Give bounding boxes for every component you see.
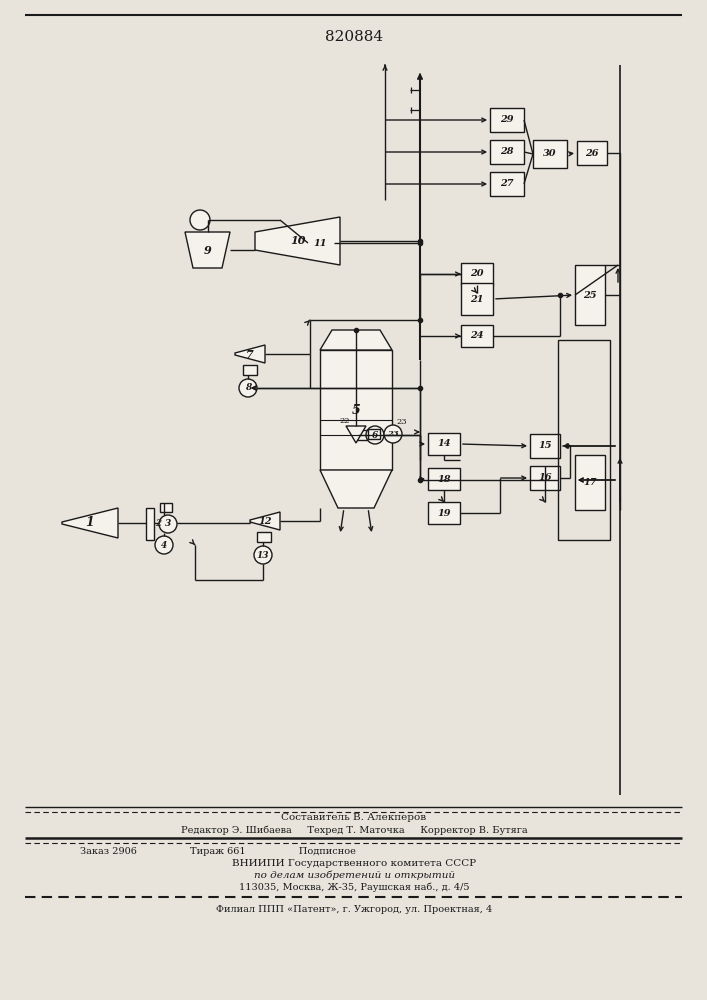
Bar (490, 108, 524, 132)
Bar (428, 502, 460, 524)
Bar (490, 172, 524, 196)
Circle shape (155, 536, 173, 554)
Text: 5: 5 (351, 403, 361, 416)
Circle shape (366, 426, 384, 444)
Circle shape (384, 425, 402, 443)
Text: 9: 9 (204, 244, 212, 255)
Bar (243, 365, 257, 375)
Polygon shape (255, 217, 340, 265)
Circle shape (254, 546, 272, 564)
Polygon shape (320, 470, 392, 508)
Text: 8: 8 (245, 383, 251, 392)
Text: 6: 6 (372, 430, 378, 440)
Text: 21: 21 (470, 294, 484, 304)
Text: 113035, Москва, Ж-35, Раушская наб., д. 4/5: 113035, Москва, Ж-35, Раушская наб., д. … (239, 882, 469, 892)
Bar (461, 263, 493, 285)
Bar (558, 340, 610, 540)
Text: 14: 14 (437, 440, 451, 448)
Text: 27: 27 (501, 180, 514, 188)
Polygon shape (250, 512, 280, 530)
Text: 28: 28 (501, 147, 514, 156)
Text: Составитель В. Алекперов: Составитель В. Алекперов (281, 814, 426, 822)
Bar (490, 140, 524, 164)
Text: Филиал ППП «Патент», г. Ужгород, ул. Проектная, 4: Филиал ППП «Патент», г. Ужгород, ул. Про… (216, 904, 492, 914)
Circle shape (239, 379, 257, 397)
Circle shape (306, 229, 334, 257)
Bar (530, 466, 560, 490)
Text: 15: 15 (538, 442, 551, 450)
Bar (530, 434, 560, 458)
Bar (257, 532, 271, 542)
Bar (461, 325, 493, 347)
Polygon shape (320, 330, 392, 350)
Bar (368, 429, 380, 439)
Text: 29: 29 (501, 115, 514, 124)
Bar (356, 430, 370, 440)
Polygon shape (235, 345, 265, 363)
Text: 10: 10 (291, 235, 305, 246)
Bar (146, 508, 154, 540)
Text: 24: 24 (470, 332, 484, 340)
Text: Редактор Э. Шибаева     Техред Т. Маточка     Корректор В. Бутяга: Редактор Э. Шибаева Техред Т. Маточка Ко… (181, 825, 527, 835)
Polygon shape (185, 232, 230, 268)
Bar (428, 433, 460, 455)
Polygon shape (346, 426, 366, 443)
Bar (320, 350, 392, 470)
Text: 26: 26 (585, 148, 599, 157)
Text: 16: 16 (538, 474, 551, 483)
Text: Заказ 2906                 Тираж 661                 Подписное: Заказ 2906 Тираж 661 Подписное (80, 846, 356, 856)
Polygon shape (62, 508, 118, 538)
Bar (575, 455, 605, 510)
Circle shape (159, 515, 177, 533)
Text: 20: 20 (470, 269, 484, 278)
Bar (160, 503, 172, 512)
Text: 25: 25 (583, 290, 597, 300)
Bar (461, 283, 493, 315)
Text: 13: 13 (257, 550, 269, 560)
Text: 17: 17 (583, 478, 597, 487)
Bar (577, 141, 607, 165)
Text: по делам изобретений и открытий: по делам изобретений и открытий (254, 870, 455, 880)
Text: 23: 23 (396, 418, 407, 426)
Text: 19: 19 (437, 508, 451, 518)
Text: 820884: 820884 (325, 30, 383, 44)
Text: 22: 22 (339, 417, 350, 425)
Text: 23: 23 (387, 430, 399, 438)
Text: 30: 30 (543, 149, 556, 158)
Circle shape (190, 210, 210, 230)
Text: 11: 11 (313, 238, 327, 247)
Text: ВНИИПИ Государственного комитета СССР: ВНИИПИ Государственного комитета СССР (232, 858, 476, 867)
Bar (533, 140, 567, 168)
Text: 2: 2 (155, 520, 161, 528)
Bar (575, 265, 605, 325)
Bar (428, 468, 460, 490)
Text: 3: 3 (165, 520, 171, 528)
Text: 12: 12 (258, 516, 271, 526)
Text: 4: 4 (161, 540, 167, 550)
Text: 1: 1 (86, 516, 94, 530)
Text: 18: 18 (437, 475, 451, 484)
Text: 7: 7 (246, 349, 254, 360)
